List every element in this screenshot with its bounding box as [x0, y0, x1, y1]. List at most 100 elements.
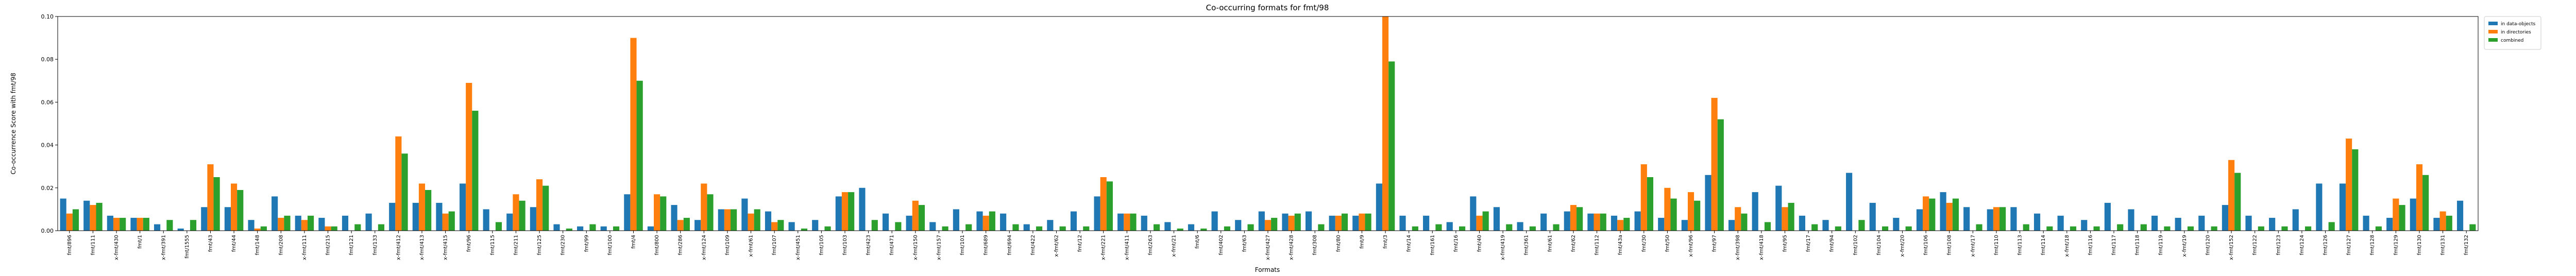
bar	[190, 220, 197, 231]
x-tick-label: fmt/126	[2323, 235, 2329, 255]
bar	[1130, 213, 1137, 231]
y-tick-label: 0.04	[41, 142, 54, 149]
bar	[1600, 213, 1606, 231]
bar	[1835, 226, 1841, 231]
bar	[513, 194, 519, 231]
bar	[2346, 139, 2352, 231]
x-tick-label: fmt/61	[1547, 235, 1553, 252]
x-tick-label: fmt/211	[513, 235, 519, 255]
bar	[107, 215, 113, 231]
bar	[1023, 224, 1030, 231]
x-tick-label: x-fmt/419	[1500, 235, 1506, 260]
bar	[1846, 173, 1853, 231]
x-tick-label: fmt/800	[654, 235, 660, 255]
bar	[1999, 207, 2006, 231]
bar	[2128, 209, 2134, 231]
x-tick-label: fmt/109	[725, 235, 731, 255]
bar	[2352, 149, 2359, 231]
x-axis-label: Formats	[1255, 266, 1280, 273]
x-tick-label: x-fmt/157	[936, 235, 942, 260]
bar	[1335, 215, 1342, 231]
x-tick-label: fmt/115	[490, 235, 496, 255]
bar	[519, 200, 526, 231]
bar	[425, 189, 432, 231]
bar	[1634, 211, 1641, 231]
bar	[1059, 226, 1066, 231]
bar	[1329, 215, 1335, 231]
bar	[654, 194, 660, 231]
bar	[1224, 226, 1231, 231]
bar	[1506, 224, 1513, 231]
bar	[1211, 211, 1218, 231]
bar	[1047, 220, 1054, 231]
x-tick-label: x-fmt/221	[1101, 235, 1107, 260]
bar	[96, 202, 103, 231]
bar	[1012, 224, 1019, 231]
bar	[1993, 207, 2000, 231]
bar	[278, 218, 284, 231]
bar	[1858, 220, 1865, 231]
bar	[1106, 181, 1113, 231]
bar	[1664, 187, 1671, 231]
bar	[1117, 213, 1124, 231]
bar	[1952, 198, 1959, 231]
bar	[2399, 205, 2405, 231]
bar	[2386, 218, 2393, 231]
x-tick-label: x-fmt/21	[1172, 235, 1177, 257]
chart-title: Co-occurring formats for fmt/98	[1206, 3, 1329, 12]
bar	[2456, 200, 2464, 231]
bar	[143, 218, 149, 231]
x-tick-label: fmt/121	[349, 235, 354, 255]
bar	[154, 224, 161, 231]
x-tick-label: fmt/128	[2370, 235, 2376, 255]
x-tick-label: x-fmt/391	[161, 235, 166, 260]
bar	[342, 215, 349, 231]
bar	[660, 196, 667, 231]
bar	[2375, 226, 2382, 231]
bar	[237, 189, 244, 231]
bar	[918, 205, 925, 231]
bar	[589, 224, 596, 231]
x-tick-label: fmt/103	[842, 235, 848, 255]
bar	[1000, 213, 1007, 231]
bar	[1687, 192, 1694, 231]
bar	[1188, 224, 1195, 231]
bar	[1446, 222, 1453, 231]
legend-box	[2484, 16, 2541, 50]
x-tick-label: fmt/131	[2441, 235, 2446, 255]
bar	[600, 226, 607, 231]
bar	[2363, 215, 2369, 231]
bar	[1399, 215, 1406, 231]
bar	[1640, 164, 1647, 231]
bar	[771, 222, 778, 231]
bar	[2046, 226, 2053, 231]
bar	[1788, 202, 1794, 231]
bar	[354, 224, 361, 231]
bar	[543, 185, 549, 231]
bar	[318, 218, 325, 231]
x-tick-label: fmt/286	[678, 235, 684, 255]
bar	[2304, 226, 2312, 231]
bar	[2175, 218, 2181, 231]
bar	[748, 213, 754, 231]
x-tick-label: x-fmt/413	[419, 235, 425, 260]
x-tick-label: x-fmt/415	[443, 235, 449, 260]
x-tick-label: fmt/43	[208, 235, 213, 252]
bar	[412, 202, 419, 231]
bar	[66, 213, 73, 231]
bar	[731, 209, 737, 231]
x-tick-label: fmt/62	[1571, 235, 1577, 252]
bar	[1946, 202, 1953, 231]
bar	[1154, 224, 1160, 231]
bar	[1869, 202, 1876, 231]
bar	[2198, 215, 2205, 231]
bar	[942, 226, 948, 231]
bar	[683, 218, 690, 231]
bar	[295, 215, 301, 231]
bar	[2439, 211, 2446, 231]
bar	[824, 226, 831, 231]
bar	[1318, 224, 1325, 231]
bar	[754, 209, 760, 231]
x-tick-label: fmt/130	[2417, 235, 2422, 255]
